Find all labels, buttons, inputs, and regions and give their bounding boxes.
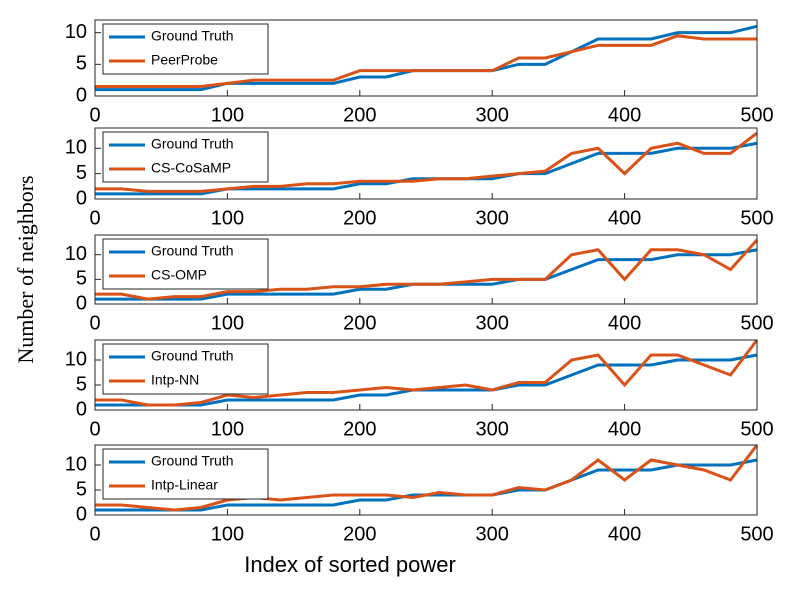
x-tick-label: 400 <box>608 418 641 440</box>
x-tick-label: 0 <box>89 418 100 440</box>
x-tick-label: 200 <box>343 312 376 334</box>
x-tick-label: 500 <box>740 418 773 440</box>
y-tick-label: 0 <box>76 398 87 420</box>
y-tick-label: 5 <box>76 373 87 395</box>
x-tick-label: 300 <box>476 312 509 334</box>
y-tick-label: 5 <box>76 478 87 500</box>
x-tick-label: 200 <box>343 104 376 126</box>
legend-label: Intp-Linear <box>151 477 218 493</box>
y-tick-label: 10 <box>65 348 87 370</box>
x-tick-label: 100 <box>211 523 244 545</box>
x-tick-label: 100 <box>211 207 244 229</box>
y-tick-label: 0 <box>76 84 87 106</box>
legend-box <box>102 131 269 183</box>
legend-box <box>102 448 269 500</box>
y-tick-label: 0 <box>76 187 87 209</box>
x-axis-label: Index of sorted power <box>244 552 456 577</box>
y-tick-label: 5 <box>76 162 87 184</box>
series-line <box>95 339 759 407</box>
x-tick-label: 300 <box>476 523 509 545</box>
legend-label: CS-CoSaMP <box>151 160 231 176</box>
x-tick-label: 400 <box>608 104 641 126</box>
x-tick-label: 500 <box>740 523 773 545</box>
x-tick-label: 300 <box>476 418 509 440</box>
x-tick-label: 400 <box>608 312 641 334</box>
axes-box <box>94 234 758 305</box>
axes-box <box>94 127 758 200</box>
legend-box <box>102 343 269 395</box>
series-line <box>95 131 758 193</box>
x-tick-label: 500 <box>740 312 773 334</box>
series-line <box>95 34 757 88</box>
y-tick-label: 0 <box>76 503 87 525</box>
legend-label: Ground Truth <box>151 28 234 44</box>
y-tick-label: 0 <box>76 292 87 314</box>
x-tick-label: 100 <box>211 312 244 334</box>
x-tick-label: 0 <box>89 104 100 126</box>
y-tick-label: 10 <box>65 243 87 265</box>
y-tick-label: 5 <box>76 53 87 75</box>
y-tick-label: 5 <box>76 268 87 290</box>
x-tick-label: 200 <box>343 207 376 229</box>
legend-label: CS-OMP <box>151 267 207 283</box>
y-tick-label: 10 <box>65 21 87 43</box>
x-tick-label: 100 <box>211 104 244 126</box>
x-tick-label: 100 <box>211 418 244 440</box>
x-tick-label: 200 <box>343 523 376 545</box>
x-tick-label: 500 <box>740 104 773 126</box>
legend-label: Ground Truth <box>151 348 234 364</box>
legend-box <box>102 238 269 290</box>
axes-box <box>94 339 758 411</box>
x-tick-label: 300 <box>476 104 509 126</box>
x-tick-label: 400 <box>608 207 641 229</box>
legend-label: Ground Truth <box>151 453 234 469</box>
x-tick-label: 0 <box>89 312 100 334</box>
x-tick-label: 0 <box>89 523 100 545</box>
x-tick-label: 400 <box>608 523 641 545</box>
legend-label: Ground Truth <box>151 243 234 259</box>
legend-label: Ground Truth <box>151 136 234 152</box>
legend-label: Intp-NN <box>151 372 199 388</box>
y-tick-label: 10 <box>65 453 87 475</box>
x-tick-label: 300 <box>476 207 509 229</box>
x-tick-label: 0 <box>89 207 100 229</box>
x-tick-label: 200 <box>343 418 376 440</box>
legend-box <box>102 23 269 75</box>
series-line <box>95 444 759 512</box>
y-tick-label: 10 <box>65 137 87 159</box>
axes-box <box>94 19 758 97</box>
y-axis-label: Number of neighbors <box>13 175 38 363</box>
axes-box <box>94 444 758 516</box>
series-line <box>95 238 759 301</box>
x-tick-label: 500 <box>740 207 773 229</box>
legend-label: PeerProbe <box>151 52 218 68</box>
